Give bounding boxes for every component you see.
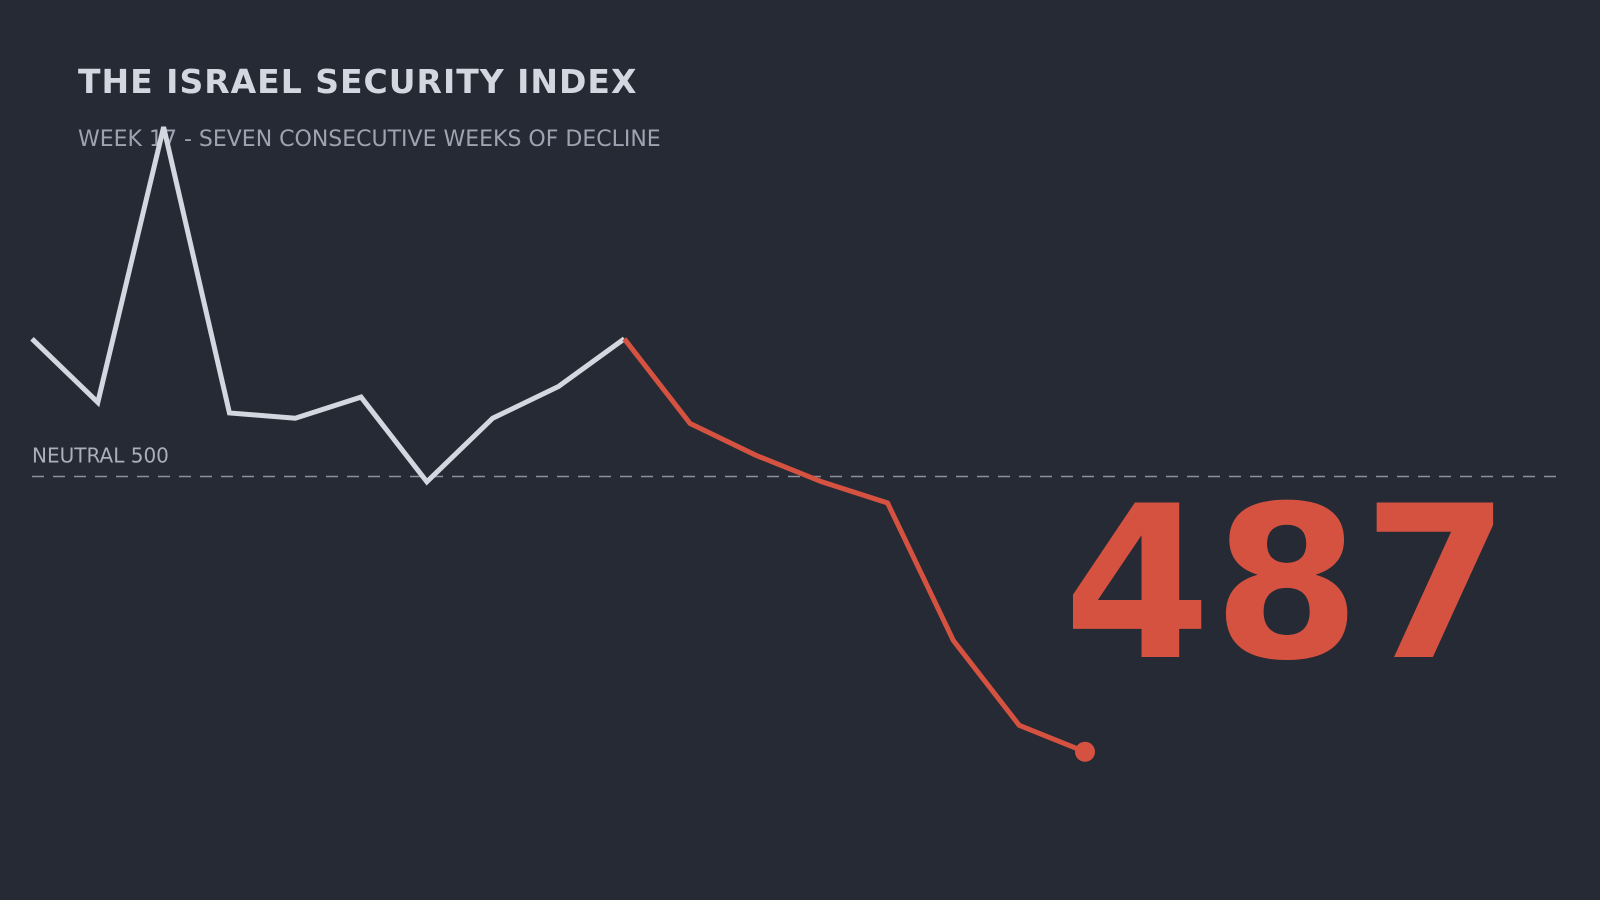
neutral-reference-label: NEUTRAL 500 [32,443,169,467]
latest-point-marker [1075,741,1095,762]
series-line-baseline [30,126,626,486]
current-index-value: 487 [1063,460,1512,707]
series-line-decline [622,337,1086,755]
series-layer [30,126,1095,762]
chart-subtitle: WEEK 17 - SEVEN CONSECUTIVE WEEKS OF DEC… [78,127,661,152]
chart-title: THE ISRAEL SECURITY INDEX [78,62,638,101]
